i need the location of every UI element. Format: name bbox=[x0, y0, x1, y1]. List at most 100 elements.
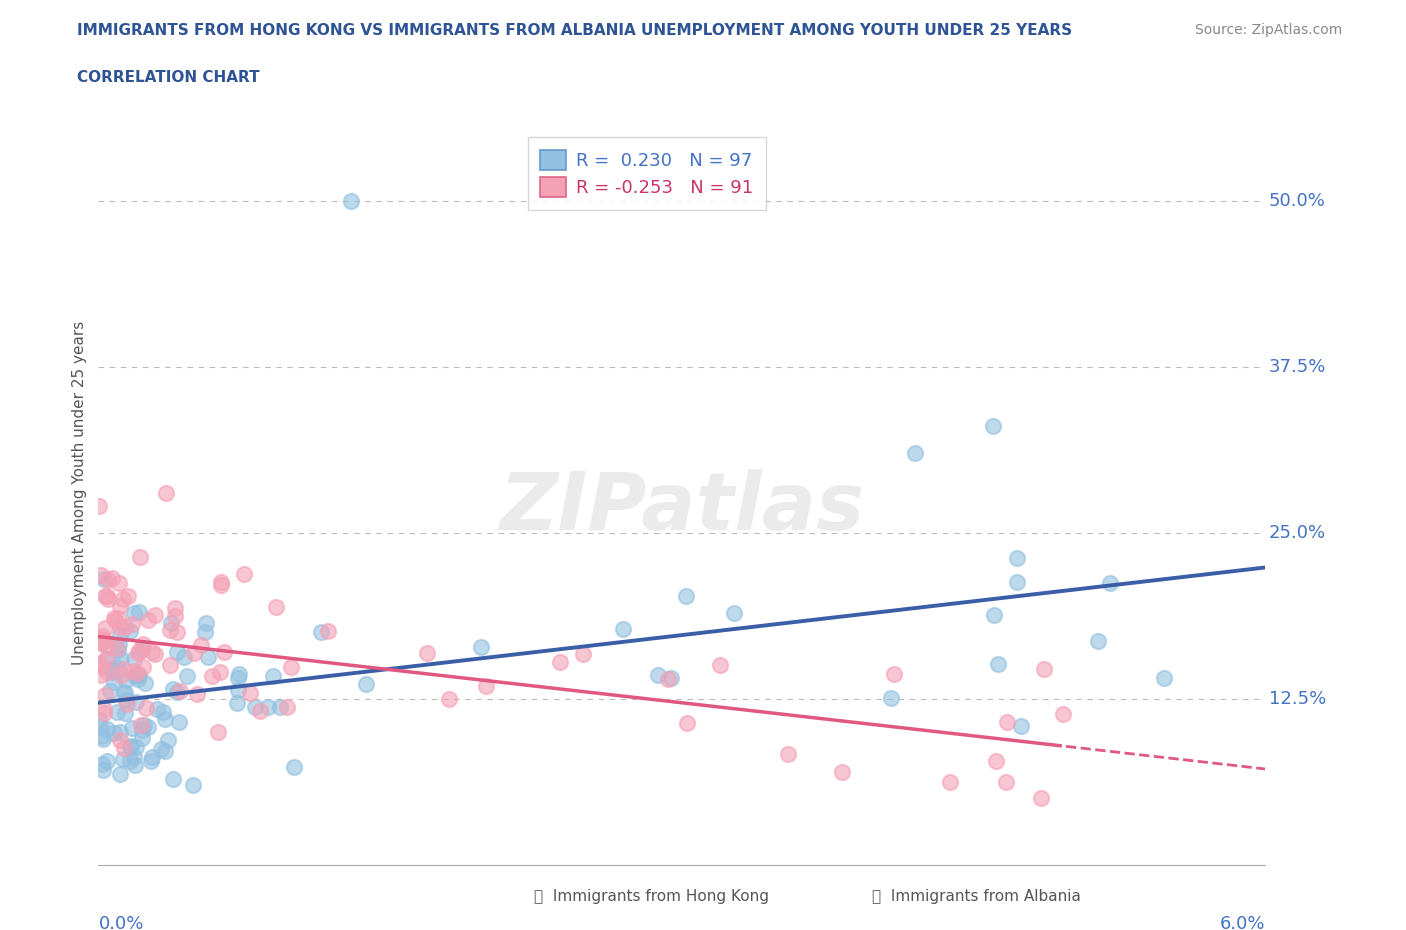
Point bbox=[657, 671, 679, 686]
Point bbox=[723, 606, 745, 621]
Point bbox=[118, 624, 141, 639]
Text: 37.5%: 37.5% bbox=[1268, 358, 1326, 376]
Point bbox=[97, 573, 120, 588]
Point bbox=[143, 607, 166, 622]
Point bbox=[186, 686, 208, 701]
Point bbox=[100, 570, 122, 585]
Point bbox=[90, 567, 112, 582]
Point bbox=[108, 628, 131, 643]
Point bbox=[94, 688, 117, 703]
Point bbox=[276, 699, 298, 714]
Point bbox=[169, 715, 191, 730]
Point bbox=[675, 716, 697, 731]
Legend: R =  0.230   N = 97, R = -0.253   N = 91: R = 0.230 N = 97, R = -0.253 N = 91 bbox=[527, 138, 766, 209]
Point bbox=[1010, 719, 1032, 734]
Point bbox=[132, 717, 155, 732]
Point bbox=[115, 693, 138, 708]
Text: Source: ZipAtlas.com: Source: ZipAtlas.com bbox=[1195, 23, 1343, 37]
Point bbox=[155, 712, 177, 727]
Point bbox=[225, 696, 247, 711]
Point bbox=[120, 739, 142, 754]
Text: 6.0%: 6.0% bbox=[1220, 915, 1265, 930]
Point bbox=[228, 683, 250, 698]
Point bbox=[105, 659, 128, 674]
Point bbox=[1153, 671, 1175, 685]
Point bbox=[209, 575, 232, 590]
Point bbox=[416, 645, 439, 660]
Point bbox=[97, 639, 120, 654]
Point bbox=[104, 613, 127, 628]
Point bbox=[249, 704, 271, 719]
Point bbox=[883, 666, 905, 681]
Point bbox=[121, 721, 143, 736]
Point bbox=[128, 644, 150, 658]
Point bbox=[166, 684, 188, 699]
Point bbox=[97, 591, 120, 606]
Point bbox=[212, 644, 235, 659]
Point bbox=[107, 643, 129, 658]
Point bbox=[96, 652, 118, 667]
Point bbox=[647, 668, 669, 683]
Point bbox=[91, 732, 114, 747]
Point bbox=[153, 743, 176, 758]
Point bbox=[96, 722, 118, 737]
Text: 0.0%: 0.0% bbox=[98, 915, 143, 930]
Point bbox=[108, 636, 131, 651]
Point bbox=[256, 699, 278, 714]
Point bbox=[159, 616, 181, 631]
Point bbox=[101, 664, 124, 679]
Point bbox=[117, 589, 139, 604]
Point bbox=[127, 672, 149, 687]
Point bbox=[356, 677, 378, 692]
Point bbox=[194, 625, 217, 640]
Point bbox=[128, 550, 150, 565]
Point bbox=[264, 600, 287, 615]
Point bbox=[280, 660, 302, 675]
Text: 12.5%: 12.5% bbox=[1268, 690, 1326, 708]
Point bbox=[91, 729, 114, 744]
Point bbox=[139, 753, 162, 768]
Point bbox=[1005, 575, 1028, 590]
Point bbox=[111, 591, 134, 606]
Point bbox=[128, 605, 150, 620]
Point bbox=[131, 723, 153, 737]
Point bbox=[122, 750, 145, 764]
Point bbox=[121, 617, 143, 631]
Point bbox=[131, 730, 153, 745]
Point bbox=[169, 684, 191, 698]
Point bbox=[124, 652, 146, 667]
Point bbox=[132, 636, 155, 651]
Point bbox=[162, 771, 184, 786]
Point bbox=[93, 571, 115, 586]
Point bbox=[114, 619, 136, 634]
Point bbox=[87, 713, 110, 728]
Text: IMMIGRANTS FROM HONG KONG VS IMMIGRANTS FROM ALBANIA UNEMPLOYMENT AMONG YOUTH UN: IMMIGRANTS FROM HONG KONG VS IMMIGRANTS … bbox=[77, 23, 1073, 38]
Point bbox=[675, 589, 697, 604]
Point bbox=[129, 717, 152, 732]
Point bbox=[995, 715, 1018, 730]
Point bbox=[1005, 551, 1028, 565]
Point bbox=[987, 657, 1010, 671]
Point bbox=[163, 601, 186, 616]
Point bbox=[105, 641, 128, 656]
Point bbox=[166, 644, 188, 659]
Point bbox=[108, 598, 131, 613]
Point bbox=[127, 666, 149, 681]
Point bbox=[108, 766, 131, 781]
Point bbox=[159, 622, 181, 637]
Point bbox=[124, 758, 146, 773]
Point bbox=[283, 760, 305, 775]
Point bbox=[128, 668, 150, 683]
Point bbox=[108, 619, 131, 634]
Point bbox=[831, 764, 853, 779]
Point bbox=[162, 682, 184, 697]
Point bbox=[115, 697, 138, 711]
Point bbox=[94, 589, 117, 604]
Point bbox=[93, 706, 115, 721]
Point bbox=[146, 701, 169, 716]
Point bbox=[93, 633, 115, 648]
Point bbox=[309, 625, 332, 640]
Point bbox=[983, 607, 1005, 622]
Point bbox=[243, 699, 266, 714]
Point bbox=[122, 606, 145, 621]
